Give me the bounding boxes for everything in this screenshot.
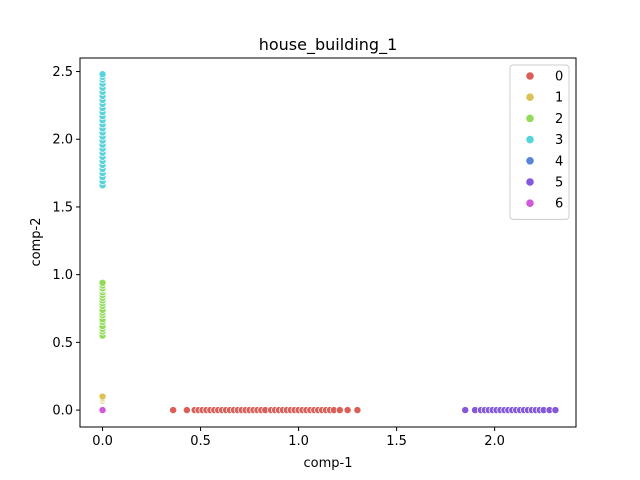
legend-label-5: 5 — [555, 176, 563, 191]
x-tick-label: 2.0 — [484, 434, 505, 449]
legend-frame — [509, 64, 570, 220]
legend-marker-4 — [525, 156, 535, 166]
data-point-series-0 — [169, 406, 178, 415]
legend-marker-5 — [525, 177, 535, 187]
x-axis-ticks: 0.0 0.5 1.0 1.5 2.0 — [92, 427, 505, 449]
y-tick-label: 0.0 — [52, 404, 73, 419]
data-point-series-3 — [98, 70, 107, 79]
chart-title: house_building_1 — [259, 35, 398, 55]
data-point-series-0 — [182, 406, 191, 415]
y-tick-label: 2.5 — [52, 65, 73, 80]
data-point-series-6 — [98, 406, 107, 415]
y-tick-label: 1.5 — [52, 200, 73, 215]
y-tick-label: 2.0 — [52, 133, 73, 148]
legend-marker-1 — [525, 92, 535, 102]
x-tick-label: 0.5 — [190, 434, 211, 449]
data-point-series-5 — [461, 406, 470, 415]
y-tick-label: 1.0 — [52, 268, 73, 283]
data-point-series-0 — [343, 406, 352, 415]
points-layer — [98, 70, 560, 415]
legend-label-3: 3 — [555, 133, 563, 148]
legend-label-6: 6 — [555, 197, 563, 212]
x-tick-label: 1.5 — [386, 434, 407, 449]
x-tick-label: 1.0 — [288, 434, 309, 449]
legend-label-4: 4 — [555, 154, 563, 169]
legend-label-2: 2 — [555, 112, 563, 127]
legend-marker-3 — [525, 135, 535, 145]
legend-marker-2 — [525, 113, 535, 124]
y-axis-label: comp-2 — [29, 218, 44, 267]
legend-marker-0 — [525, 71, 535, 81]
legend-label-0: 0 — [555, 70, 563, 85]
legend: 0 1 2 3 4 5 6 — [509, 64, 570, 220]
data-point-series-5 — [551, 406, 560, 415]
data-point-series-2 — [98, 278, 107, 287]
data-point-series-0 — [353, 406, 362, 415]
y-tick-label: 0.5 — [52, 336, 73, 351]
axes-frame — [79, 57, 577, 428]
data-point-series-0 — [335, 406, 344, 415]
y-axis-ticks: 0.0 0.5 1.0 1.5 2.0 2.5 — [52, 65, 80, 419]
x-tick-label: 0.0 — [92, 434, 113, 449]
legend-label-1: 1 — [555, 91, 563, 106]
plot-area — [79, 57, 577, 428]
legend-marker-6 — [525, 198, 535, 208]
x-axis-label: comp-1 — [304, 456, 353, 471]
data-point-series-1 — [98, 392, 107, 401]
